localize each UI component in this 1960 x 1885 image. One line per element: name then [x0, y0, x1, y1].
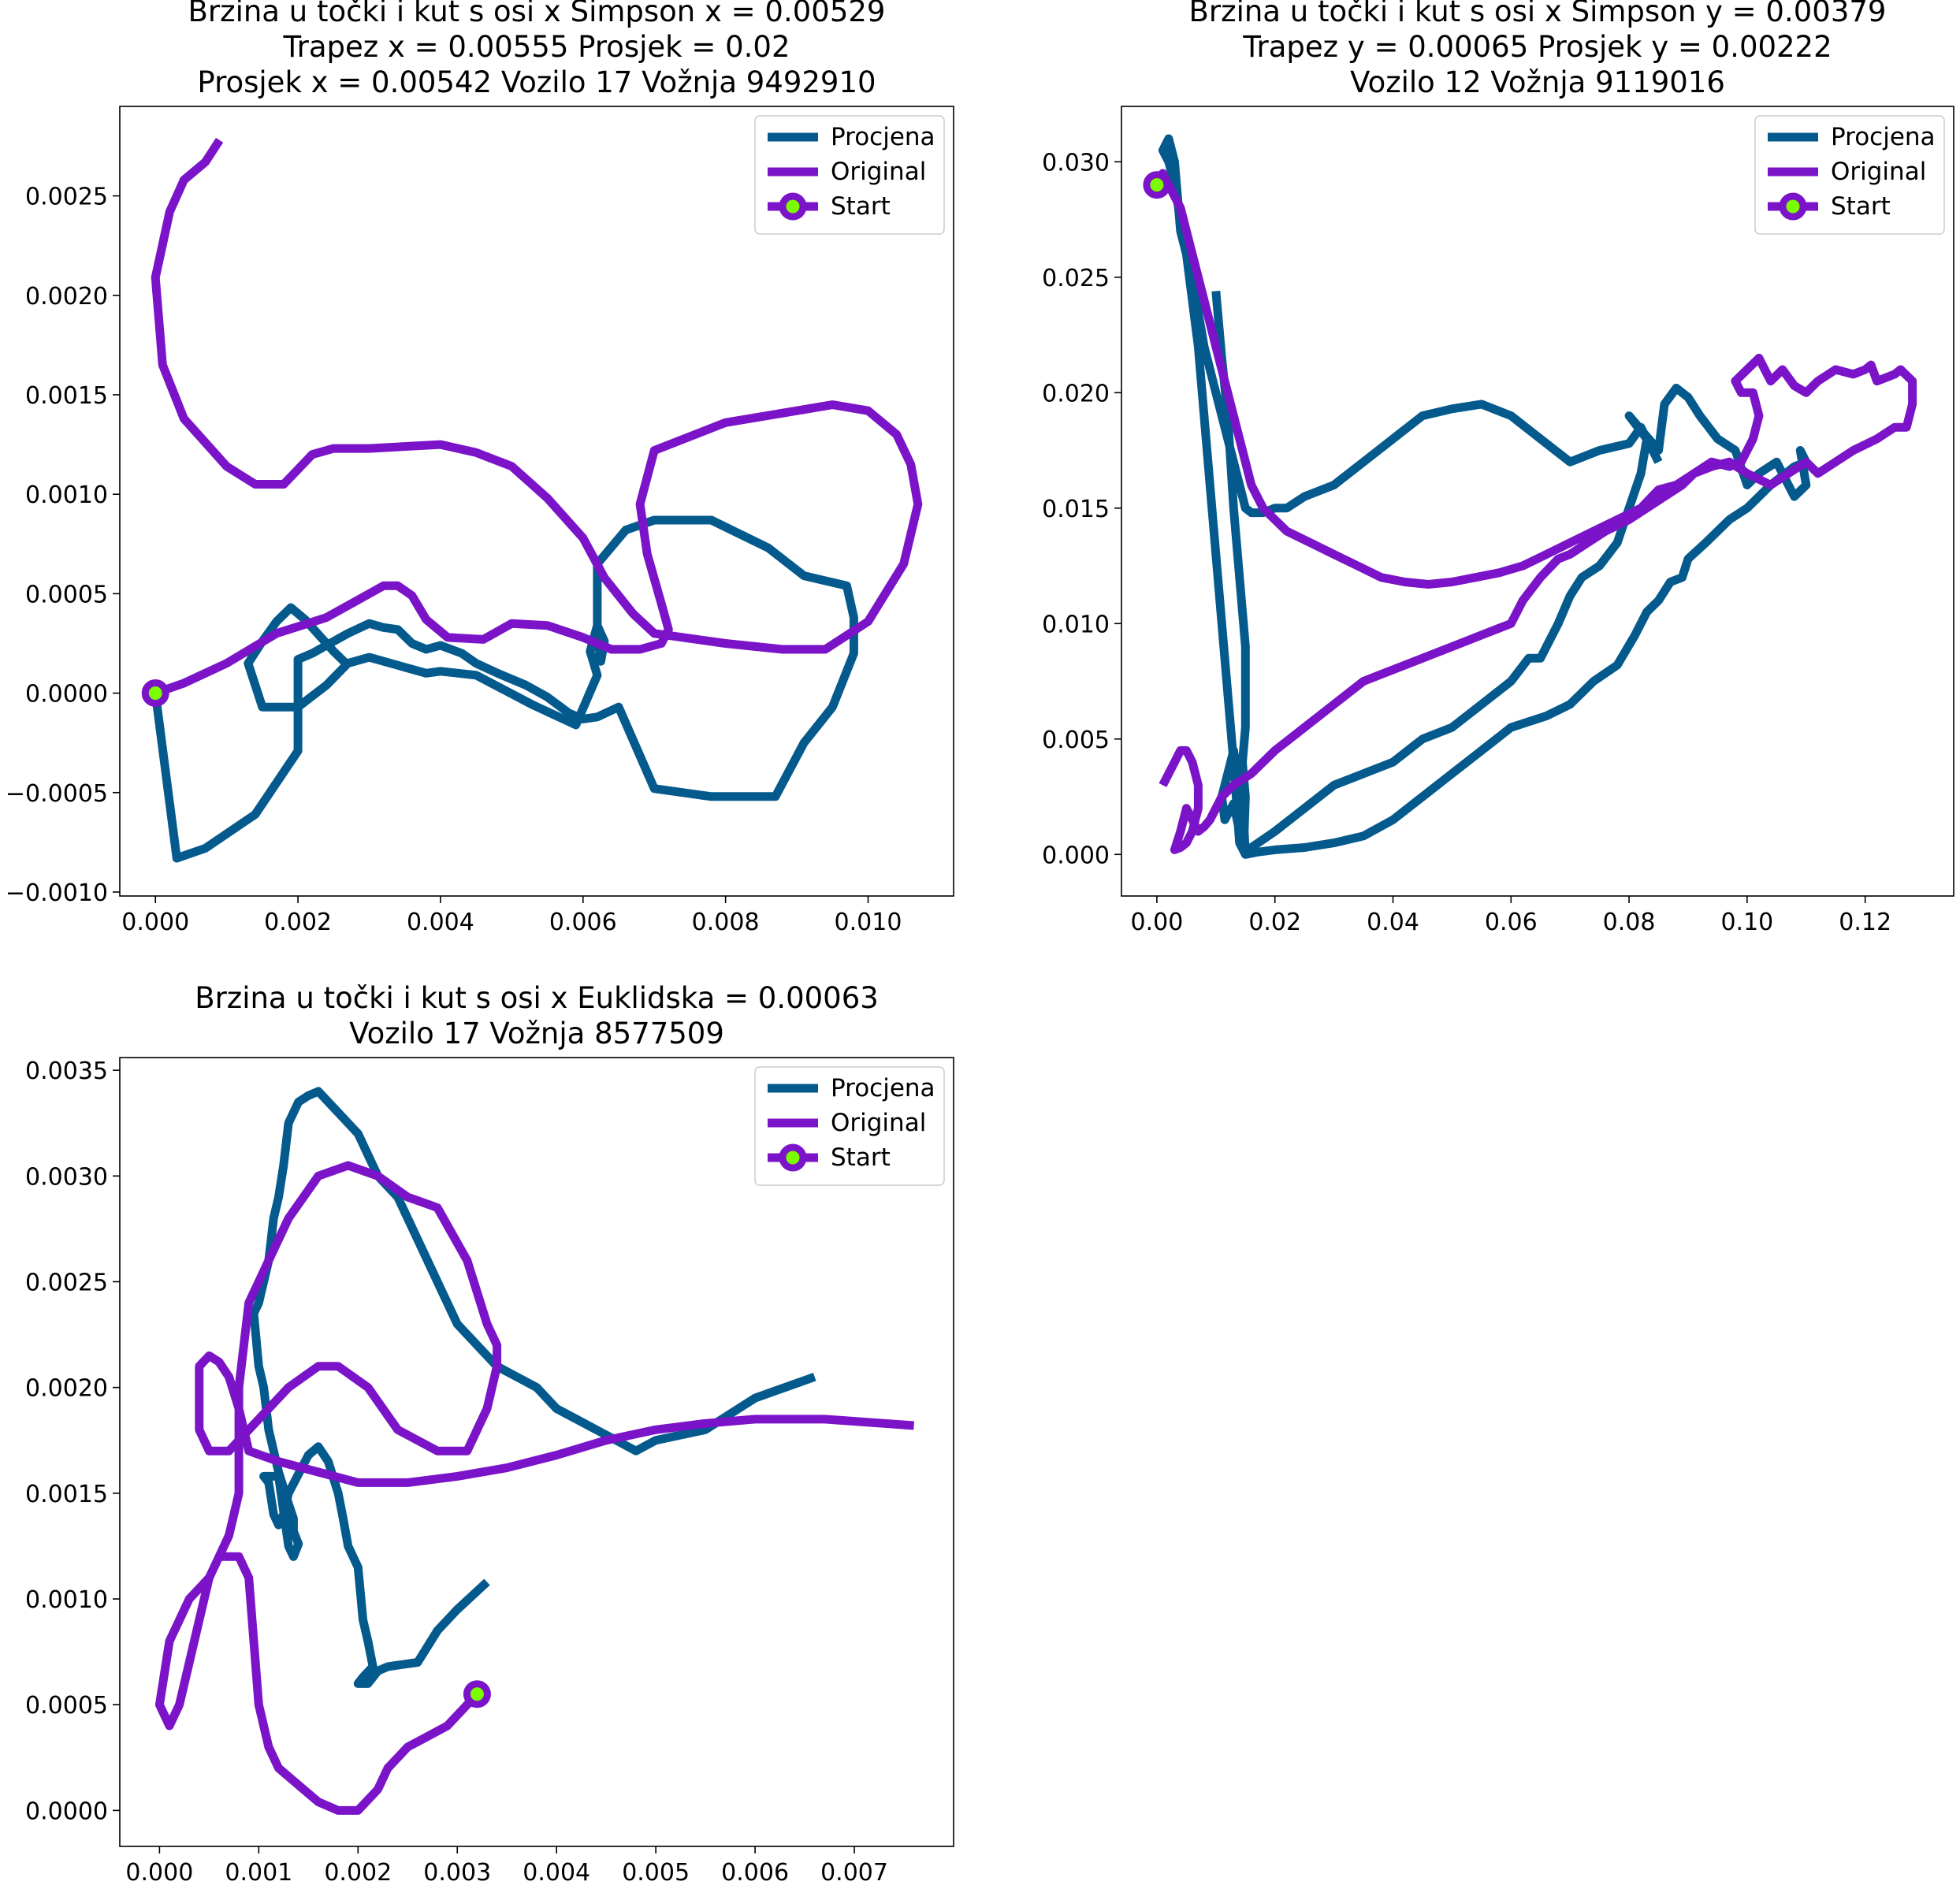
- y-tick-label: 0.005: [1042, 727, 1110, 754]
- y-tick-label: 0.030: [1042, 149, 1110, 177]
- series-line-procjena: [1158, 134, 1811, 859]
- legend-label: Procjena: [831, 123, 935, 151]
- legend-start-marker: [779, 1143, 807, 1172]
- x-tick-label: 0.10: [1720, 909, 1773, 936]
- x-tick-label: 0.02: [1248, 909, 1301, 936]
- x-tick-label: 0.010: [835, 909, 902, 936]
- x-tick-label: 0.004: [523, 1859, 590, 1885]
- y-tick-label: −0.0005: [6, 780, 108, 808]
- x-tick-label: 0.002: [264, 909, 332, 936]
- axes-frame: [119, 1057, 954, 1847]
- chart-panel-3: Brzina u točki i kut s osi x Euklidska =…: [25, 981, 954, 1885]
- legend: Procjena Original Start: [1754, 115, 1945, 235]
- x-tick-label: 0.006: [721, 1859, 789, 1885]
- legend-label: Original: [1831, 158, 1926, 186]
- chart-title-line: Vozilo 12 Vožnja 9119016: [1350, 65, 1725, 99]
- chart-title-line: Brzina u točki i kut s osi x Euklidska =…: [195, 981, 879, 1015]
- legend-label: Procjena: [831, 1074, 935, 1102]
- x-tick-label: 0.005: [622, 1859, 690, 1885]
- y-tick-label: 0.0005: [25, 1692, 108, 1720]
- y-tick-label: 0.025: [1042, 265, 1110, 292]
- y-tick-label: 0.0015: [25, 382, 108, 410]
- legend-start-marker: [779, 192, 807, 221]
- legend-label: Original: [831, 1109, 926, 1137]
- start-marker: [141, 679, 169, 708]
- legend-label: Start: [1831, 192, 1891, 221]
- y-tick-label: 0.010: [1042, 611, 1110, 638]
- x-tick-label: 0.04: [1367, 909, 1419, 936]
- x-tick-label: 0.004: [407, 909, 474, 936]
- x-tick-label: 0.00: [1131, 909, 1184, 936]
- series-line-original: [1153, 169, 1917, 854]
- legend: Procjena Original Start: [754, 1066, 945, 1186]
- y-tick-label: 0.020: [1042, 380, 1110, 407]
- y-tick-label: 0.0010: [25, 481, 108, 509]
- x-tick-label: 0.007: [820, 1859, 888, 1885]
- y-tick-label: 0.0020: [25, 1375, 108, 1403]
- y-tick-label: 0.0000: [25, 1798, 108, 1825]
- y-tick-label: 0.0020: [25, 283, 108, 310]
- plot-area: [141, 137, 923, 863]
- x-tick-label: 0.06: [1485, 909, 1538, 936]
- start-marker: [1143, 171, 1171, 199]
- y-tick-label: 0.0030: [25, 1163, 108, 1191]
- series-line-procjena: [249, 1087, 816, 1688]
- x-tick-label: 0.12: [1839, 909, 1891, 936]
- chart-panel-1: Brzina u točki i kut s osi x Simpson x =…: [6, 0, 954, 936]
- chart-title-line: Trapez x = 0.00555 Prosjek = 0.02: [282, 30, 790, 64]
- y-tick-label: 0.0005: [25, 581, 108, 608]
- y-tick-label: 0.0025: [25, 184, 108, 211]
- legend-start-marker: [1779, 192, 1807, 221]
- y-tick-label: 0.0015: [25, 1481, 108, 1508]
- series-line-original: [151, 137, 923, 697]
- x-tick-label: 0.006: [549, 909, 617, 936]
- legend-label: Start: [831, 1143, 891, 1172]
- chart-title-line: Vozilo 17 Vožnja 8577509: [349, 1017, 724, 1050]
- y-tick-label: 0.015: [1042, 496, 1110, 523]
- start-marker: [463, 1680, 491, 1708]
- series-line-procjena: [151, 515, 858, 863]
- x-tick-label: 0.008: [692, 909, 760, 936]
- legend-label: Start: [831, 192, 891, 221]
- x-tick-label: 0.002: [324, 1859, 392, 1885]
- legend-label: Procjena: [1831, 123, 1936, 151]
- y-tick-label: 0.0025: [25, 1269, 108, 1296]
- chart-title-line: Prosjek x = 0.00542 Vozilo 17 Vožnja 949…: [197, 65, 876, 99]
- y-tick-label: 0.000: [1042, 842, 1110, 869]
- x-tick-label: 0.001: [225, 1859, 292, 1885]
- legend: Procjena Original Start: [754, 115, 945, 235]
- legend-label: Original: [831, 158, 926, 186]
- chart-title-line: Brzina u točki i kut s osi x Simpson y =…: [1189, 0, 1887, 28]
- y-tick-label: −0.0010: [6, 879, 108, 907]
- plot-area: [1143, 134, 1917, 859]
- x-tick-label: 0.08: [1603, 909, 1656, 936]
- x-tick-label: 0.003: [423, 1859, 491, 1885]
- y-tick-label: 0.0010: [25, 1586, 108, 1614]
- series-line-original: [154, 1161, 914, 1815]
- plot-area: [154, 1087, 914, 1815]
- chart-title-line: Trapez y = 0.00065 Prosjek y = 0.00222: [1242, 30, 1832, 64]
- y-tick-label: 0.0000: [25, 681, 108, 708]
- axes-frame: [1121, 106, 1954, 897]
- chart-panel-2: Brzina u točki i kut s osi x Simpson y =…: [1042, 0, 1954, 936]
- y-tick-label: 0.0035: [25, 1058, 108, 1085]
- x-tick-label: 0.000: [125, 1859, 193, 1885]
- axes-frame: [119, 106, 954, 897]
- chart-title-line: Brzina u točki i kut s osi x Simpson x =…: [188, 0, 886, 28]
- x-tick-label: 0.000: [121, 909, 189, 936]
